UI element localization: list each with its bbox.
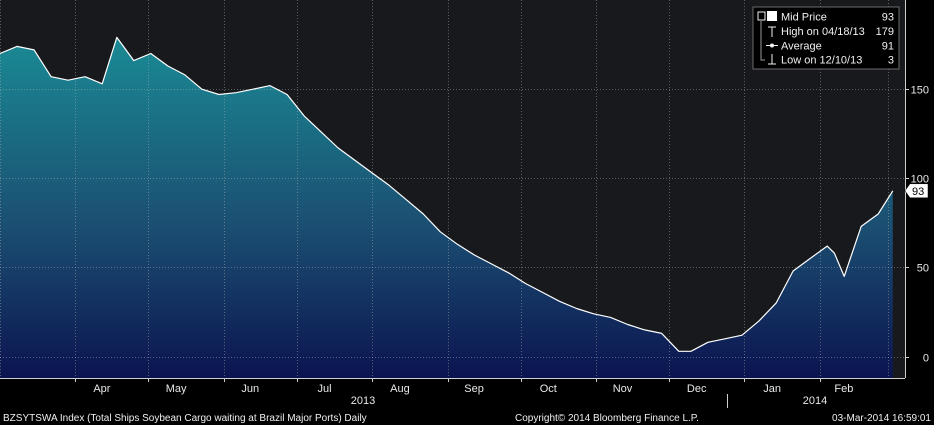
- legend-row-low: Low on 12/10/13 3: [760, 21, 894, 67]
- x-tick-label: Dec: [687, 383, 707, 395]
- series-line: [0, 36, 894, 352]
- footer-copyright: Copyright© 2014 Bloomberg Finance L.P.: [515, 413, 699, 424]
- year-label: 2013: [351, 395, 375, 407]
- y-tick-label: 100: [911, 174, 929, 186]
- series-area: [0, 37, 893, 379]
- y-axis: 0 50 100 150: [905, 85, 929, 365]
- x-tick-label: May: [166, 383, 187, 395]
- legend-value: 179: [876, 26, 894, 38]
- last-value-tag-shape: [904, 183, 929, 199]
- legend-box-icon: [757, 11, 766, 21]
- last-value-tag: 93: [904, 183, 929, 199]
- legend-row-mid-price: Mid Price 93: [757, 11, 894, 24]
- legend: Mid Price 93 High on 04/18/13 179 Averag…: [752, 6, 900, 70]
- last-value-label: 93: [912, 186, 924, 198]
- x-tick-label: Jul: [317, 383, 331, 395]
- legend-box: [752, 6, 900, 70]
- legend-value: 91: [882, 41, 894, 53]
- legend-row-average: Average 91: [766, 41, 894, 53]
- y-tick-label: 50: [917, 263, 929, 275]
- x-tick-label: Sep: [464, 383, 484, 395]
- x-tick-label: Jan: [763, 383, 781, 395]
- low-marker-icon: [768, 54, 776, 65]
- legend-label: Low on 12/10/13: [781, 55, 862, 67]
- y-tick-label: 150: [911, 85, 929, 97]
- average-marker-dot: [770, 43, 774, 48]
- high-marker-icon: [768, 26, 776, 37]
- square-icon: [767, 11, 777, 21]
- legend-label: High on 04/18/13: [781, 26, 865, 38]
- y-tick-label: 0: [923, 353, 929, 365]
- x-axis: Apr May Jun Jul Aug Sep Oct Nov Dec Jan Feb: [75, 378, 853, 395]
- legend-label: Mid Price: [781, 12, 827, 24]
- x-tick-label: Jun: [241, 383, 259, 395]
- legend-label: Average: [781, 41, 822, 53]
- x-tick-label: Aug: [390, 383, 410, 395]
- footer-security-description: BZSYTSWA Index (Total Ships Soybean Carg…: [3, 413, 367, 424]
- legend-value: 3: [888, 55, 894, 67]
- legend-row-high: High on 04/18/13 179: [768, 26, 894, 38]
- footer-timestamp: 03-Mar-2014 16:59:01: [832, 413, 931, 424]
- line-layer: [0, 36, 894, 352]
- area-layer: [0, 37, 893, 379]
- legend-value: 93: [882, 12, 894, 24]
- x-tick-label: Nov: [613, 383, 633, 395]
- bottom-axis-background: [0, 378, 934, 425]
- legend-tree-connector: [760, 21, 765, 61]
- grid-layer: [0, 0, 905, 378]
- x-tick-label: Apr: [93, 383, 110, 395]
- x-tick-label: Oct: [540, 383, 557, 395]
- year-label: 2014: [803, 395, 827, 407]
- x-tick-label: Feb: [834, 383, 853, 395]
